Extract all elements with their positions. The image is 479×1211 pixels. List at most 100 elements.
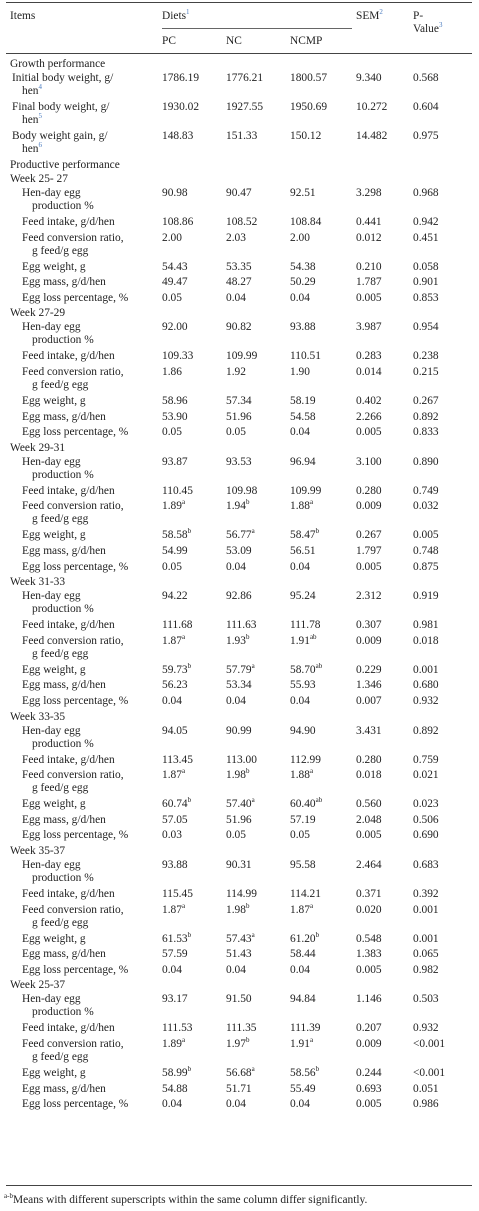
row-label-text: Egg mass, g/d/hen: [22, 545, 106, 557]
cell-ncmp: 54.58: [290, 411, 316, 424]
row-label-text: Feed intake, g/d/hen: [22, 484, 115, 497]
cell-sem: 0.007: [356, 695, 382, 708]
row-label-text: Feed intake, g/d/hen: [22, 619, 115, 632]
cell-pc: 54.88: [162, 1083, 188, 1096]
value-pc: 1.89: [162, 1038, 182, 1050]
row-label-text: Initial body weight, g/: [12, 72, 114, 84]
value-sem: 3.431: [356, 724, 382, 737]
cell-p: 0.875: [413, 561, 439, 574]
row-label: Egg weight, g: [22, 664, 86, 677]
superscript-ncmp: a: [309, 901, 314, 910]
cell-pc: 94.05: [162, 725, 188, 738]
cell-sem: 3.987: [356, 321, 382, 334]
cell-pc: 49.47: [162, 276, 188, 289]
cell-sem: 0.283: [356, 350, 382, 363]
cell-sem: 1.146: [356, 993, 382, 1006]
cell-p: 0.890: [413, 456, 439, 469]
cell-ncmp: 1.87a: [290, 901, 314, 917]
value-ncmp: 95.24: [290, 590, 316, 603]
value-sem: 0.402: [356, 395, 382, 407]
cell-nc: 92.86: [226, 590, 252, 603]
cell-sem: 1.346: [356, 679, 382, 692]
value-nc: 114.99: [226, 888, 257, 900]
cell-nc: 1.92: [226, 366, 246, 379]
value-pc: 0.05: [162, 291, 182, 304]
superscript-nc: a: [251, 1065, 255, 1074]
value-p: 0.023: [413, 798, 439, 811]
value-sem: 0.018: [356, 769, 382, 782]
cell-nc: 0.04: [226, 964, 246, 977]
cell-ncmp: 109.99: [290, 485, 321, 498]
row-label: Egg weight, g: [22, 529, 86, 542]
value-nc: 53.34: [226, 679, 252, 692]
cell-nc: 109.98: [226, 485, 257, 498]
value-ncmp: 93.88: [290, 321, 316, 334]
value-nc: 91.50: [226, 993, 252, 1006]
row-label-text: Feed intake, g/d/hen: [22, 888, 115, 900]
value-sem: 0.548: [356, 932, 382, 945]
cell-sem: 0.018: [356, 769, 382, 782]
cell-nc: 90.31: [226, 859, 252, 872]
row-label: Egg weight, g: [22, 261, 86, 274]
row-label-text: Egg mass, g/d/hen: [22, 679, 106, 692]
row-label-text-2: production %: [32, 1006, 94, 1019]
value-pc: 58.96: [162, 395, 188, 407]
value-pc: 108.86: [162, 216, 194, 228]
cell-pc: 59.73b: [162, 662, 192, 677]
value-sem: 0.005: [356, 291, 382, 304]
row-label-text: Egg mass, g/d/hen: [22, 410, 106, 423]
row-label: Egg loss percentage, %: [22, 561, 128, 574]
value-ncmp: 111.39: [290, 1022, 321, 1035]
cell-sem: 0.009: [356, 635, 382, 648]
value-p: 0.683: [413, 859, 439, 871]
cell-p: 0.058: [413, 261, 439, 274]
value-pc: 57.05: [162, 813, 188, 826]
value-nc: 1.98: [226, 903, 246, 916]
value-ncmp: 0.04: [290, 426, 310, 439]
row-label: Egg mass, g/d/hen: [22, 1083, 106, 1096]
row-label: Egg mass, g/d/hen: [22, 276, 106, 289]
cell-pc: 0.04: [162, 964, 182, 977]
value-sem: 0.371: [356, 888, 382, 900]
row-label: Egg weight, g: [22, 933, 86, 946]
cell-nc: 0.04: [226, 292, 246, 305]
superscript-ncmp: b: [315, 527, 320, 536]
row-label-text: Egg weight, g: [22, 663, 86, 676]
cell-nc: 111.63: [226, 619, 256, 632]
value-nc: 0.05: [226, 426, 246, 439]
value-ncmp: 1.87: [290, 903, 310, 916]
row-label-text: Feed intake, g/d/hen: [22, 1022, 115, 1035]
cell-sem: 1.383: [356, 948, 382, 961]
cell-sem: 10.272: [356, 101, 387, 114]
cell-pc: 0.04: [162, 695, 182, 708]
value-ncmp: 58.47: [290, 529, 316, 542]
row-label-text: Feed conversion ratio,: [22, 1038, 124, 1050]
superscript-pc: b: [187, 662, 192, 670]
value-pc: 57.59: [162, 948, 188, 961]
value-ncmp: 109.99: [290, 484, 322, 497]
cell-p: 0.748: [413, 545, 439, 558]
cell-nc: 1.94b: [226, 498, 250, 513]
value-p: 0.001: [413, 903, 439, 916]
row-label: Egg loss percentage, %: [22, 829, 128, 842]
row-label: Hen-day egg production %: [22, 187, 94, 213]
value-ncmp: 58.44: [290, 948, 316, 961]
superscript-nc: b: [245, 498, 250, 507]
row-label-text-2: g feed/g egg: [32, 379, 89, 391]
value-p: 0.065: [413, 948, 439, 961]
cell-ncmp: 110.51: [290, 350, 321, 363]
value-pc: 111.68: [162, 619, 193, 632]
row-label-superscript: 4: [38, 83, 42, 92]
section-title: Week 25- 27: [10, 173, 68, 185]
cell-p: 0.833: [413, 426, 439, 439]
cell-ncmp: 58.19: [290, 395, 316, 408]
value-ncmp: 0.04: [290, 560, 310, 573]
value-pc: 0.03: [162, 829, 182, 842]
value-nc: 111.63: [226, 619, 257, 632]
cell-nc: 111.35: [226, 1022, 256, 1035]
cell-pc: 1.86: [162, 366, 182, 379]
superscript-ncmp: a: [309, 498, 314, 507]
cell-pc: 109.33: [162, 350, 193, 363]
cell-p: 0.503: [413, 993, 439, 1006]
value-nc: 57.34: [226, 395, 252, 407]
